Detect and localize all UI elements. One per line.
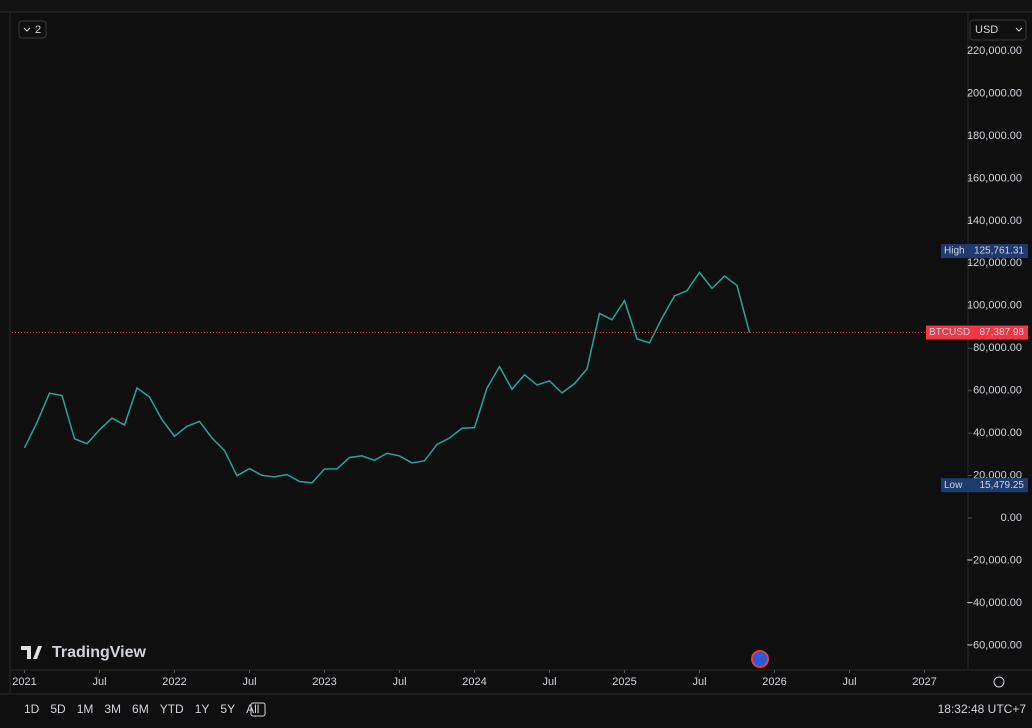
price-line: [23, 271, 751, 484]
indicator-count: 2: [35, 24, 41, 36]
y-tick-label: 80,000.00: [973, 342, 1022, 354]
currency: USD: [975, 24, 998, 36]
x-tick-label: Jul: [842, 676, 856, 688]
x-tick-label: Jul: [392, 676, 406, 688]
brand-logo: TradingView: [21, 644, 147, 661]
x-tick-label: Jul: [92, 676, 106, 688]
x-tick-label: 2021: [12, 676, 36, 688]
top-toolbar: [0, 0, 1032, 12]
marker-value: 15,479.25: [980, 480, 1025, 491]
y-tick-label: 100,000.00: [967, 300, 1022, 312]
x-tick-label: 2022: [162, 676, 186, 688]
marker-name: High: [944, 246, 965, 257]
marker-box: [941, 478, 1028, 493]
x-tick-label: 2025: [612, 676, 636, 688]
marker-box: [941, 244, 1028, 259]
y-tick-label: 120,000.00: [967, 257, 1022, 269]
y-tick-label: 180,000.00: [967, 130, 1022, 142]
y-tick-label: −60,000.00: [967, 639, 1022, 651]
brand: TradingView: [52, 644, 147, 661]
y-tick-label: 220,000.00: [967, 45, 1022, 57]
marker-name: Low: [944, 480, 963, 491]
chevron: [1015, 27, 1023, 32]
range-button[interactable]: 1D: [24, 702, 40, 716]
x-tick-label: 2027: [912, 676, 936, 688]
range-button[interactable]: 6M: [132, 702, 149, 716]
date-range-icon[interactable]: [250, 702, 266, 717]
range-button[interactable]: All: [246, 702, 259, 716]
x-tick-label: Jul: [542, 676, 556, 688]
marker-name: BTCUSD: [929, 327, 970, 338]
event-flag[interactable]: [751, 650, 769, 668]
range-button[interactable]: 3M: [104, 702, 121, 716]
x-tick-label: 2026: [762, 676, 786, 688]
y-tick-label: 200,000.00: [967, 87, 1022, 99]
x-tick-label: 2024: [462, 676, 486, 688]
range-button[interactable]: 5Y: [220, 702, 235, 716]
clock: 18:32:48 UTC+7: [938, 702, 1027, 716]
marker-value: 125,761.31: [974, 246, 1024, 257]
range-button[interactable]: 1M: [77, 702, 94, 716]
indicator-toggle[interactable]: [18, 20, 47, 39]
range-button[interactable]: 5D: [50, 702, 66, 716]
y-tick-label: 40,000.00: [973, 427, 1022, 439]
y-tick-label: 60,000.00: [973, 385, 1022, 397]
y-tick-label: 160,000.00: [967, 172, 1022, 184]
y-tick-label: −20,000.00: [967, 554, 1022, 566]
range-button[interactable]: 1Y: [195, 702, 210, 716]
x-tick-label: 2023: [312, 676, 336, 688]
settings-icon[interactable]: [993, 676, 1005, 688]
chevron: [23, 27, 31, 32]
marker-value: 87,387.98: [980, 327, 1025, 338]
currency-select[interactable]: [969, 19, 1027, 41]
y-tick-label: −40,000.00: [967, 597, 1022, 609]
range-button[interactable]: YTD: [160, 702, 184, 716]
logo-mark: [21, 646, 42, 659]
x-tick-label: Jul: [692, 676, 706, 688]
y-tick-label: 140,000.00: [967, 215, 1022, 227]
x-tick-label: Jul: [242, 676, 256, 688]
y-tick-label: 0.00: [1001, 512, 1022, 524]
marker-box: [926, 325, 1028, 340]
